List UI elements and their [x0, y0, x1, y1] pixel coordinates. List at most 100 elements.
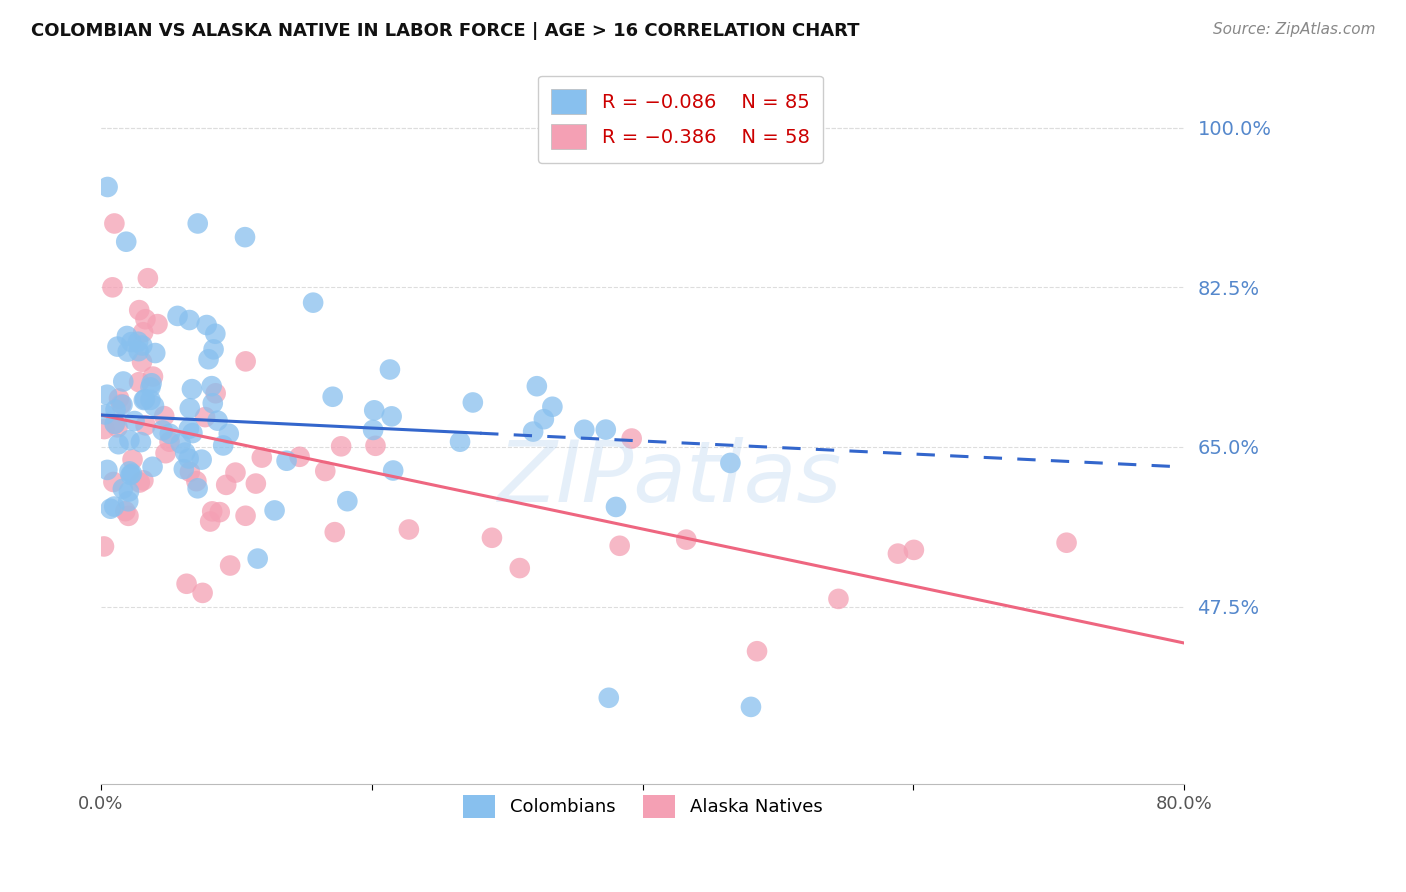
Point [107, 420, 129, 434]
Point [96, 388, 118, 402]
Point [215, 478, 238, 492]
Point [111, 482, 134, 496]
Point [159, 434, 181, 449]
Point [201, 379, 224, 393]
Point [314, 464, 336, 478]
Point [605, 500, 627, 514]
Point [364, 439, 387, 453]
Point [166, 309, 188, 323]
Point [132, 474, 155, 488]
Point [118, 433, 141, 447]
Point [107, 437, 129, 451]
Point [169, 436, 191, 450]
Point [509, 561, 531, 575]
Point [174, 445, 197, 459]
Point [104, 417, 127, 431]
Point [195, 318, 218, 332]
Point [541, 400, 564, 414]
Point [179, 401, 201, 416]
Point [112, 375, 135, 389]
Point [128, 375, 150, 389]
Point [111, 398, 134, 412]
Point [131, 355, 153, 369]
Point [155, 446, 177, 460]
Point [131, 338, 153, 352]
Point [903, 542, 925, 557]
Point [107, 340, 129, 354]
Point [322, 390, 344, 404]
Point [141, 376, 163, 391]
Point [134, 392, 156, 407]
Point [381, 409, 404, 424]
Point [246, 551, 269, 566]
Point [207, 414, 229, 428]
Point [302, 295, 325, 310]
Point [146, 317, 169, 331]
Legend: Colombians, Alaska Natives: Colombians, Alaska Natives [456, 788, 830, 825]
Point [104, 417, 127, 431]
Point [204, 326, 226, 341]
Point [173, 462, 195, 476]
Point [117, 344, 139, 359]
Point [153, 409, 176, 424]
Point [120, 468, 142, 483]
Point [132, 392, 155, 407]
Point [96, 463, 118, 477]
Point [218, 426, 240, 441]
Point [740, 699, 762, 714]
Point [398, 523, 420, 537]
Point [235, 354, 257, 368]
Point [118, 484, 141, 499]
Point [134, 312, 156, 326]
Point [1056, 535, 1078, 549]
Point [595, 423, 617, 437]
Point [574, 423, 596, 437]
Point [263, 503, 285, 517]
Point [129, 435, 152, 450]
Point [128, 303, 150, 318]
Point [159, 426, 181, 441]
Point [323, 525, 346, 540]
Point [139, 380, 162, 394]
Point [176, 576, 198, 591]
Point [198, 515, 221, 529]
Point [219, 558, 242, 573]
Point [177, 451, 200, 466]
Point [104, 402, 127, 417]
Point [142, 459, 165, 474]
Point [330, 439, 353, 453]
Point [235, 508, 257, 523]
Point [194, 410, 217, 425]
Point [181, 426, 204, 441]
Text: Source: ZipAtlas.com: Source: ZipAtlas.com [1212, 22, 1375, 37]
Point [117, 494, 139, 508]
Point [143, 399, 166, 413]
Point [152, 423, 174, 437]
Point [202, 343, 225, 357]
Point [108, 392, 131, 406]
Point [128, 475, 150, 490]
Point [103, 217, 125, 231]
Point [135, 418, 157, 433]
Point [179, 313, 201, 327]
Point [187, 481, 209, 495]
Point [361, 423, 384, 437]
Point [449, 434, 471, 449]
Point [132, 325, 155, 339]
Text: ZIPatlas: ZIPatlas [498, 437, 842, 520]
Point [100, 501, 122, 516]
Point [120, 334, 142, 349]
Point [276, 454, 298, 468]
Point [121, 467, 143, 481]
Point [718, 456, 741, 470]
Point [620, 432, 643, 446]
Point [675, 533, 697, 547]
Point [481, 531, 503, 545]
Point [186, 474, 208, 488]
Point [378, 362, 401, 376]
Point [128, 344, 150, 359]
Point [212, 438, 235, 452]
Point [191, 586, 214, 600]
Point [93, 422, 115, 436]
Point [382, 463, 405, 477]
